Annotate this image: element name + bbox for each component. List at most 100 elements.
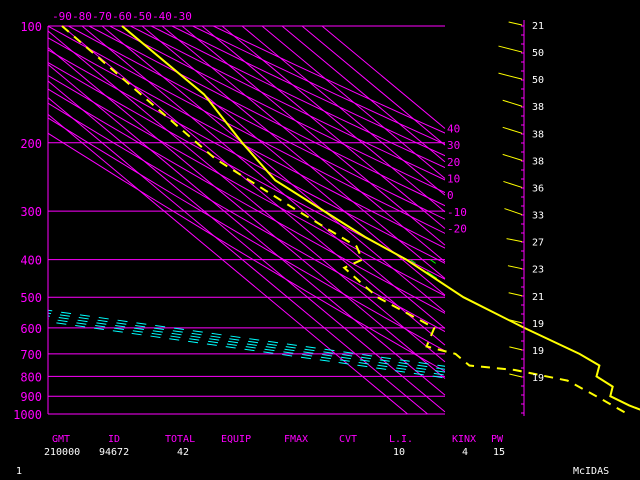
isotherm-label-10: 10 (447, 173, 460, 186)
wind-speed-label: 27 (532, 238, 544, 249)
stability-index-footer: GMT ID TOTAL EQUIP FMAX CVT L.I. KINX PW… (0, 434, 640, 480)
mixing-ratio-line-0 (490, 260, 640, 414)
isotherm-20 (281, 25, 446, 163)
top-temp-label--60: -60 (112, 10, 132, 23)
wind-speed-label: 19 (532, 319, 544, 330)
mixing-ratio-lines (410, 259, 640, 414)
wind-speed-label: 23 (532, 265, 544, 276)
dry-adiabat-460 (171, 26, 445, 157)
footer-header-li: L.I. (389, 434, 414, 445)
isotherm--110 (47, 47, 446, 379)
dry-adiabat-300 (48, 49, 445, 264)
footer-value-pw: 15 (493, 447, 506, 458)
isotherm--10 (221, 25, 446, 213)
wind-speed-label: 21 (532, 21, 544, 32)
wind-barb (509, 373, 523, 378)
mcidas-logo-text: McIDAS (573, 466, 610, 477)
footer-value-kinx: 4 (462, 447, 469, 458)
mixing-ratio-line-10 (510, 260, 640, 414)
footer-header-cvt: CVT (339, 434, 358, 445)
plot-frame (47, 25, 445, 415)
dry-adiabat-480 (192, 26, 445, 145)
dry-adiabat-440 (150, 26, 445, 169)
isotherm--40 (161, 25, 446, 263)
footer-header-pw: PW (491, 434, 504, 445)
wind-column: 21 50 50 38 38 38 36 33 27 23 21 19 19 19 (498, 20, 544, 416)
dry-adiabat-180 (48, 132, 445, 372)
dry-adiabat-220 (48, 102, 445, 333)
isotherm-label-30: 30 (447, 139, 460, 152)
pressure-label-800: 800 (20, 370, 42, 384)
dry-adiabats (48, 26, 445, 372)
top-temp-label--90: -90 (52, 10, 72, 23)
dewpoint-line (61, 25, 629, 415)
footer-header-id: ID (108, 434, 121, 445)
pressure-label-600: 600 (20, 322, 42, 336)
dry-adiabat-380 (88, 26, 445, 207)
wind-speed-label: 19 (532, 346, 544, 357)
dry-adiabat-400 (109, 26, 445, 194)
wind-barb (502, 126, 523, 134)
pressure-label-400: 400 (20, 254, 42, 268)
wind-speed-label: 38 (532, 129, 544, 140)
dry-adiabat-320 (48, 37, 445, 249)
isotherm-label-0: 0 (447, 189, 454, 202)
wind-speed-label: 38 (532, 102, 544, 113)
wind-barb (506, 238, 523, 243)
isotherm--50 (141, 25, 446, 279)
wind-speed-label: 36 (532, 183, 544, 194)
isotherm-label-20: 20 (447, 156, 460, 169)
wind-barb (507, 265, 523, 270)
isotherm-30 (301, 25, 446, 146)
top-temp-label--40: -40 (152, 10, 172, 23)
wind-speed-label: 38 (532, 156, 544, 167)
wind-speed-label: 21 (532, 292, 544, 303)
dry-adiabat-240 (48, 88, 445, 314)
pressure-label-1000: 1000 (13, 408, 42, 422)
isotherm--70 (101, 25, 446, 313)
isotherm-0 (241, 25, 446, 196)
wind-barb (509, 346, 523, 351)
isotherm--120 (47, 63, 446, 396)
isotherm--20 (201, 25, 446, 229)
dry-adiabat-360 (68, 26, 445, 220)
isotherm-label-40: 40 (447, 123, 460, 136)
pressure-label-200: 200 (20, 137, 42, 151)
wind-barb (508, 21, 523, 26)
isotherm-label--10: -10 (447, 206, 467, 219)
dry-adiabat-280 (48, 61, 445, 280)
isotherm--100 (47, 30, 446, 363)
isotherm--80 (81, 25, 446, 329)
dry-adiabat-200 (48, 117, 445, 352)
isotherm--140 (47, 97, 428, 415)
wind-speed-label: 50 (532, 48, 544, 59)
footer-value-li: 10 (393, 447, 406, 458)
wind-barb (508, 292, 523, 297)
isotherm--90 (61, 25, 446, 346)
dry-adiabat-260 (48, 74, 445, 297)
mixing-ratio-line--30 (430, 259, 445, 271)
temperature-line (121, 25, 640, 411)
mixing-ratio-line--10 (470, 260, 640, 414)
isotherm-label--20: -20 (447, 223, 467, 236)
top-temp-label--80: -80 (72, 10, 92, 23)
wind-barb (509, 319, 523, 324)
frame-number: 1 (16, 466, 23, 477)
footer-value-total: 42 (177, 447, 190, 458)
footer-header-fmax: FMAX (284, 434, 309, 445)
pressure-label-700: 700 (20, 348, 42, 362)
dry-adiabat-420 (130, 26, 445, 181)
wind-barb (502, 99, 523, 107)
wind-barb (504, 208, 523, 216)
isotherm--30 (181, 25, 446, 246)
sounding-profiles (61, 25, 640, 415)
top-temp-label--70: -70 (92, 10, 112, 23)
footer-header-kinx: KINX (452, 434, 477, 445)
footer-value-gmt: 210000 (44, 447, 81, 458)
wind-barb (498, 45, 523, 53)
dry-adiabat-500 (213, 26, 445, 134)
pressure-label-300: 300 (20, 205, 42, 219)
wind-barb (502, 153, 523, 161)
